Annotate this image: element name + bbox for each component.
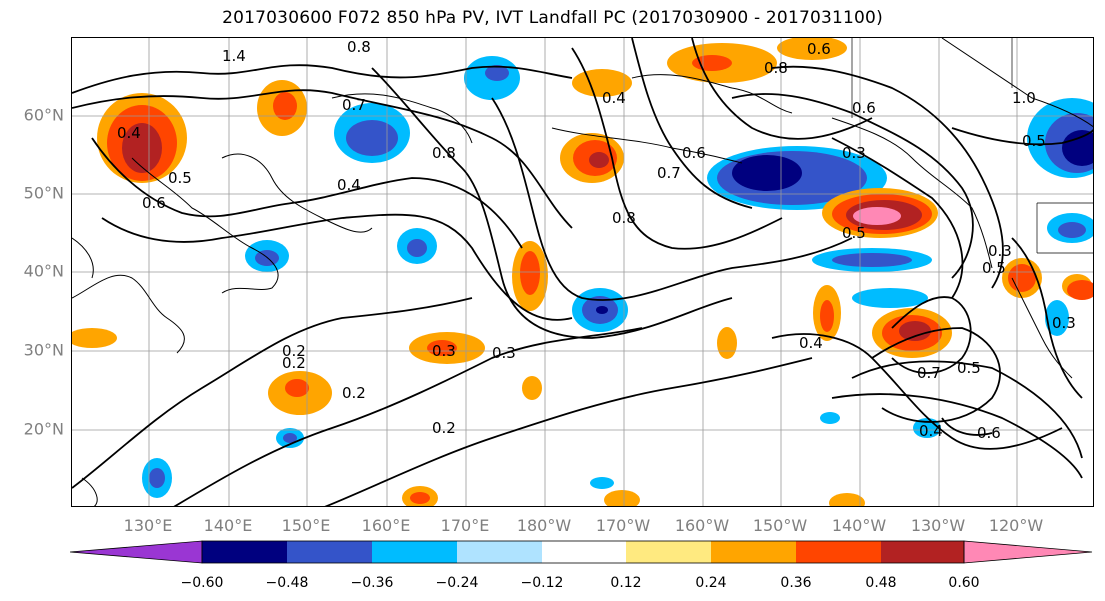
colorbar-tick: 0.48 [865,575,897,591]
contour-label: 0.5 [982,259,1006,277]
contour-label: 0.3 [842,144,866,162]
colorbar-tick: −0.60 [180,575,224,591]
colorbar-bin [202,541,287,563]
contour-label: 0.4 [919,422,943,440]
contour-label: 0.2 [282,354,306,372]
lon-label-140e: 140°E [203,516,253,535]
boundaries [851,38,1093,254]
contour-label: 0.6 [142,194,166,212]
lon-label-140w: 140°W [831,516,887,535]
lon-label-150w: 150°W [752,516,808,535]
contour-label: 0.3 [1052,314,1076,332]
contour-label: 0.8 [432,144,456,162]
contour-label: 1.0 [1012,89,1036,107]
contour-label: 0.2 [282,342,306,360]
ivt-contours [72,38,1093,506]
lat-label-50n: 50°N [23,183,64,203]
lat-label-20n: 20°N [23,419,64,439]
contour-label: 0.4 [117,124,141,142]
contour-label: 0.4 [337,176,361,194]
colorbar-bin [626,541,711,563]
contour-label: 0.2 [432,419,456,437]
lon-label-170e: 170°E [440,516,490,535]
coastlines [72,38,1093,506]
contour-label: 0.3 [492,344,516,362]
contour-label: 0.6 [977,424,1001,442]
contour-label: 1.4 [222,47,246,65]
contour-label: 0.5 [1022,132,1046,150]
colorbar-tick: 0.36 [780,575,812,591]
map-panel: 1.4 0.8 0.6 0.8 0.6 1.0 0.5 0.3 0.7 0.8 … [71,37,1094,507]
colorbar-tick: 0.60 [948,575,980,591]
contour-label: 0.6 [852,99,876,117]
lon-label-130w: 130°W [910,516,966,535]
lat-label-40n: 40°N [23,261,64,281]
colorbar-tick: −0.24 [435,575,479,591]
colorbar-tick: −0.48 [265,575,309,591]
contour-label: 0.7 [342,96,366,114]
map-canvas: 1.4 0.8 0.6 0.8 0.6 1.0 0.5 0.3 0.7 0.8 … [72,38,1093,506]
contour-label: 0.4 [602,89,626,107]
contour-label: 0.8 [347,38,371,56]
map-title: 2017030600 F072 850 hPa PV, IVT Landfall… [222,8,883,28]
contour-label: 0.6 [807,40,831,58]
lon-label-160w: 160°W [674,516,730,535]
contour-label: 0.7 [657,164,681,182]
colorbar-bin [881,541,964,563]
colorbar-tick: 0.24 [695,575,727,591]
contour-label: 0.5 [168,169,192,187]
colorbar-tick: −0.36 [350,575,394,591]
colorbar-bin [542,541,626,563]
contour-label: 0.8 [764,59,788,77]
lon-label-170w: 170°W [595,516,651,535]
colorbar-tick: −0.12 [520,575,564,591]
contour-label: 0.5 [957,359,981,377]
lat-label-30n: 30°N [23,340,64,360]
contour-label: 0.8 [612,209,636,227]
contour-label: 0.3 [432,342,456,360]
colorbar-bin [457,541,542,563]
colorbar [70,540,1093,564]
colorbar-extend-low [70,540,203,564]
contour-label: 0.3 [988,242,1012,260]
colorbar-bin [711,541,796,563]
colorbar-bin [287,541,372,563]
contour-label: 0.5 [842,224,866,242]
contour-labels: 1.4 0.8 0.6 0.8 0.6 1.0 0.5 0.3 0.7 0.8 … [117,38,1076,442]
lon-label-150e: 150°E [281,516,331,535]
contour-label: 0.6 [682,144,706,162]
lat-label-60n: 60°N [23,105,64,125]
contour-label: 0.2 [342,384,366,402]
colorbar-extend-high [963,540,1093,564]
lon-label-160e: 160°E [361,516,411,535]
lon-label-120w: 120°W [988,516,1044,535]
contour-label: 0.7 [917,364,941,382]
lon-label-180w: 180°W [516,516,572,535]
colorbar-frame [201,540,965,564]
contour-label: 0.4 [799,334,823,352]
colorbar-tick: 0.12 [610,575,642,591]
colorbar-bin [372,541,457,563]
colorbar-bin [796,541,881,563]
lon-label-130e: 130°E [123,516,173,535]
